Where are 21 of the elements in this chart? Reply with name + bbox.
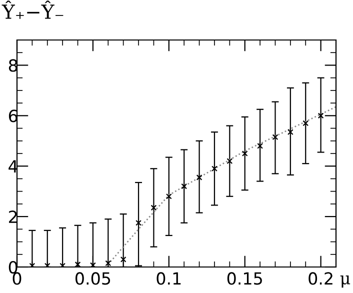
- x-tick-label: 0.1: [156, 272, 181, 285]
- y-tick-label: 4: [8, 160, 18, 172]
- point: [150, 204, 157, 211]
- point: [226, 158, 233, 164]
- point: [287, 129, 294, 136]
- point: [302, 120, 309, 126]
- x-tick-label: 0.2: [308, 272, 332, 285]
- point: [257, 142, 264, 149]
- point: [136, 220, 142, 226]
- x-tick-label: 0.15: [227, 272, 262, 285]
- point: [181, 183, 188, 190]
- x-tick-label: 0.05: [75, 272, 110, 285]
- y-tick-label: 2: [9, 210, 17, 223]
- point: [166, 193, 172, 200]
- point: [196, 174, 202, 180]
- point: [212, 166, 218, 172]
- line-series: [107, 106, 336, 266]
- point: [272, 134, 278, 140]
- point: [242, 150, 248, 156]
- y-axis-title: Ŷ₊−Ŷ₋: [2, 0, 64, 19]
- x-axis-title: μ: [340, 276, 350, 288]
